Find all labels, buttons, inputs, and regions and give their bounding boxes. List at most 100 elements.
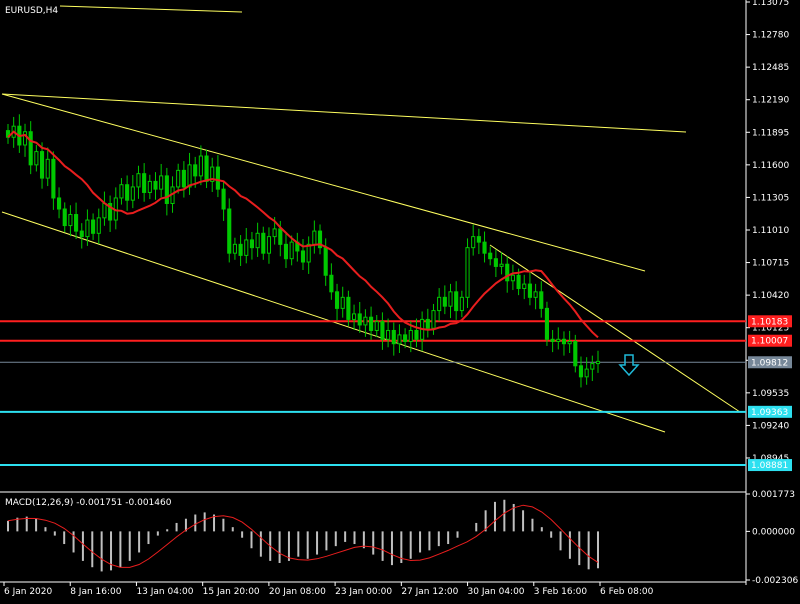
- candle-body: [22, 131, 28, 146]
- candle-body: [181, 169, 186, 188]
- candle-body: [91, 219, 96, 234]
- candle-body: [85, 219, 90, 238]
- candle-body: [289, 241, 294, 260]
- time-tick-label: 8 Jan 16:00: [70, 587, 122, 597]
- candle-body: [386, 329, 391, 340]
- macd-tick-label: 0.001773: [752, 490, 795, 500]
- candle-body: [227, 208, 232, 254]
- trend-line: [59, 5, 243, 13]
- macd-signal-line: [7, 504, 599, 568]
- candle-body: [142, 173, 147, 193]
- candle-body: [51, 158, 56, 199]
- candle-body: [357, 313, 362, 326]
- candle-body: [108, 202, 113, 221]
- candle-body: [465, 247, 470, 298]
- candle-body: [459, 296, 464, 312]
- time-tick-label: 27 Jan 12:00: [401, 587, 458, 597]
- price-tick-label: 1.11600: [752, 161, 789, 171]
- price-tick-label: 1.12485: [752, 63, 789, 73]
- level-price-tag: [748, 405, 792, 418]
- candle-body: [323, 247, 328, 276]
- candle-body: [550, 338, 555, 343]
- candle-body: [74, 214, 79, 232]
- level-price-tag: [748, 334, 792, 347]
- candle-body: [198, 155, 203, 177]
- level-price-tag: [748, 459, 792, 472]
- candle-body: [482, 241, 487, 254]
- candle-body: [249, 239, 255, 249]
- price-tick-label: 1.13075: [752, 0, 789, 8]
- candle-body: [363, 316, 368, 326]
- candle-body: [261, 232, 266, 254]
- candle-body: [329, 274, 334, 293]
- candle-body: [505, 263, 510, 282]
- candle-body: [431, 310, 436, 329]
- candle-body: [102, 202, 107, 219]
- price-tick-label: 1.10420: [752, 291, 789, 301]
- candle-body: [380, 321, 385, 340]
- candle-body: [215, 166, 220, 190]
- macd-tick-label: -0.002306: [752, 576, 798, 586]
- price-tick-label: 1.11010: [752, 226, 789, 236]
- candle-body: [403, 334, 408, 343]
- candle-body: [556, 338, 561, 343]
- trend-line: [1, 93, 687, 133]
- candle-body: [39, 151, 45, 179]
- candle-body: [584, 368, 589, 378]
- candle-body: [187, 164, 192, 188]
- time-tick-label: 20 Jan 08:00: [269, 587, 326, 597]
- candle-body: [448, 291, 453, 307]
- candle-body: [471, 236, 476, 249]
- candle-body: [516, 274, 521, 290]
- candle-body: [79, 230, 84, 238]
- candle-body: [527, 283, 532, 298]
- time-tick-label: 23 Jan 00:00: [335, 587, 392, 597]
- candle-body: [312, 230, 317, 245]
- candle-body: [255, 232, 260, 249]
- candle-body: [374, 321, 379, 331]
- candle-body: [573, 341, 578, 367]
- candle-body: [351, 313, 357, 320]
- candle-body: [5, 130, 11, 138]
- candle-body: [193, 164, 198, 177]
- candle-body: [130, 186, 135, 201]
- candle-body: [136, 173, 141, 188]
- candle-body: [119, 184, 124, 199]
- candle-body: [567, 341, 572, 345]
- candle-body: [408, 329, 413, 343]
- price-tick-label: 1.12780: [752, 31, 789, 41]
- candle-body: [595, 360, 601, 365]
- candle-body: [369, 316, 374, 331]
- sell-signal-arrow-icon[interactable]: [618, 354, 640, 377]
- candle-body: [539, 291, 544, 309]
- level-price-tag: [748, 315, 792, 328]
- candle-body: [590, 363, 595, 370]
- candle-body: [346, 296, 351, 320]
- candle-body: [397, 334, 402, 345]
- level-price-tag: [748, 356, 792, 369]
- candle-body: [34, 151, 39, 166]
- candle-body: [578, 365, 584, 378]
- candle-body: [488, 252, 493, 260]
- macd-tick-label: 0.000000: [752, 527, 795, 537]
- time-tick-label: 13 Jan 04:00: [136, 587, 193, 597]
- candle-body: [272, 228, 277, 238]
- price-tick-label: 1.09535: [752, 389, 789, 399]
- time-tick-label: 15 Jan 20:00: [203, 587, 260, 597]
- price-tick-label: 1.10125: [752, 324, 789, 334]
- macd-indicator-label: MACD(12,26,9) -0.001751 -0.001460: [5, 498, 172, 508]
- candle-body: [221, 188, 226, 210]
- candle-body: [283, 243, 289, 260]
- candle-body: [499, 263, 504, 267]
- candle-body: [340, 296, 345, 309]
- candle-body: [306, 243, 311, 263]
- price-tick-label: 1.09240: [752, 421, 789, 431]
- candle-body: [561, 338, 567, 345]
- level-price-label: 1.09812: [751, 358, 788, 368]
- candle-body: [96, 217, 101, 234]
- candle-body: [334, 291, 340, 309]
- level-price-label: 1.10007: [751, 337, 788, 347]
- candle-body: [204, 155, 209, 182]
